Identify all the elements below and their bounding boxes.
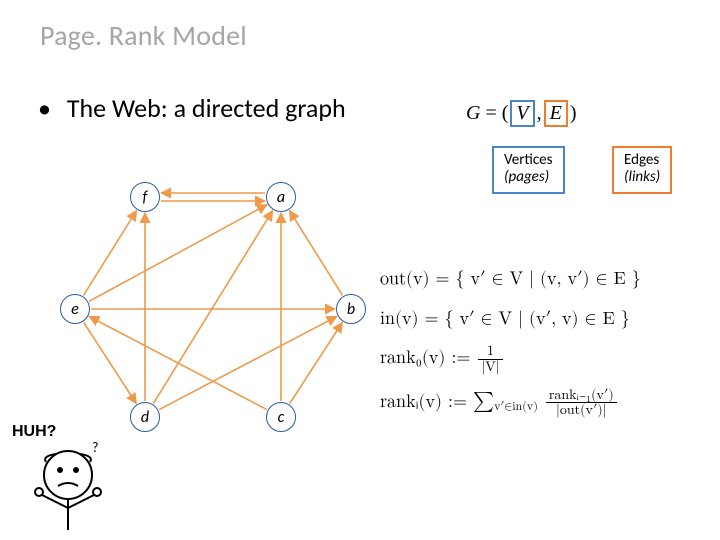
node-a: a — [266, 182, 296, 212]
edge-c-b — [290, 322, 343, 403]
gve-rparen: ) — [570, 102, 577, 124]
rank0-lhs: rank₀(v) := — [380, 349, 470, 367]
gve-v-box: V — [510, 100, 534, 127]
node-c: c — [266, 402, 296, 432]
legend-vertices-sub: (pages) — [504, 168, 549, 186]
legend-edges-label: Edges — [624, 151, 659, 169]
equation-g-v-e: G = (V,E) — [466, 100, 577, 127]
edge-d-a — [153, 211, 272, 404]
ranki-sub: v′∈in(v) — [494, 401, 538, 413]
ranki-sum: ∑ — [473, 391, 494, 411]
legend-edges-sub: (links) — [624, 168, 660, 186]
node-d: d — [130, 402, 160, 432]
huh-text: HUH? — [12, 423, 56, 440]
formula-block: out(v) = { v′ ∈ V | (v, v′) ∈ E } in(v) … — [380, 260, 641, 423]
gve-lhs: G — [466, 102, 480, 124]
edge-e-a — [89, 205, 267, 302]
gve-comma: , — [537, 102, 542, 124]
node-e: e — [60, 294, 90, 324]
legend-vertices: Vertices (pages) — [492, 146, 565, 194]
gve-lparen: ( — [502, 102, 509, 124]
gve-eq: = — [485, 102, 496, 124]
graph-diagram: faebdc — [48, 164, 368, 424]
graph-edges-svg — [48, 164, 368, 424]
ranki-lhs: rankᵢ(v) := — [380, 393, 467, 411]
bullet-web-directed-graph: • The Web: a directed graph — [38, 92, 346, 124]
bullet-text: The Web: a directed graph — [67, 92, 346, 124]
edge-c-e — [89, 316, 267, 409]
page-title: Page. Rank Model — [40, 18, 247, 53]
formula-out: out(v) = { v′ ∈ V | (v, v′) ∈ E } — [380, 260, 641, 300]
formula-in: in(v) = { v′ ∈ V | (v′, v) ∈ E } — [380, 300, 641, 340]
edge-e-f — [83, 211, 136, 296]
ranki-frac: rankᵢ₋₁(v′) |out(v′)| — [546, 388, 617, 418]
huh-meme: HUH? ? — [8, 420, 128, 530]
edge-b-a — [289, 211, 342, 296]
legend-edges: Edges (links) — [612, 146, 672, 194]
node-b: b — [336, 294, 366, 324]
bullet-dot: • — [38, 92, 51, 124]
rank0-frac: 1 |V| — [478, 344, 502, 374]
formula-rank0: rank₀(v) := 1 |V| — [380, 339, 641, 379]
edge-e-d — [84, 322, 137, 403]
edge-d-b — [159, 316, 337, 409]
legend-vertices-label: Vertices — [504, 151, 553, 169]
gve-e-box: E — [544, 100, 568, 127]
formula-ranki: rankᵢ(v) := ∑v′∈in(v) rankᵢ₋₁(v′) |out(v… — [380, 379, 641, 423]
svg-text:?: ? — [92, 439, 99, 456]
node-f: f — [130, 182, 160, 212]
